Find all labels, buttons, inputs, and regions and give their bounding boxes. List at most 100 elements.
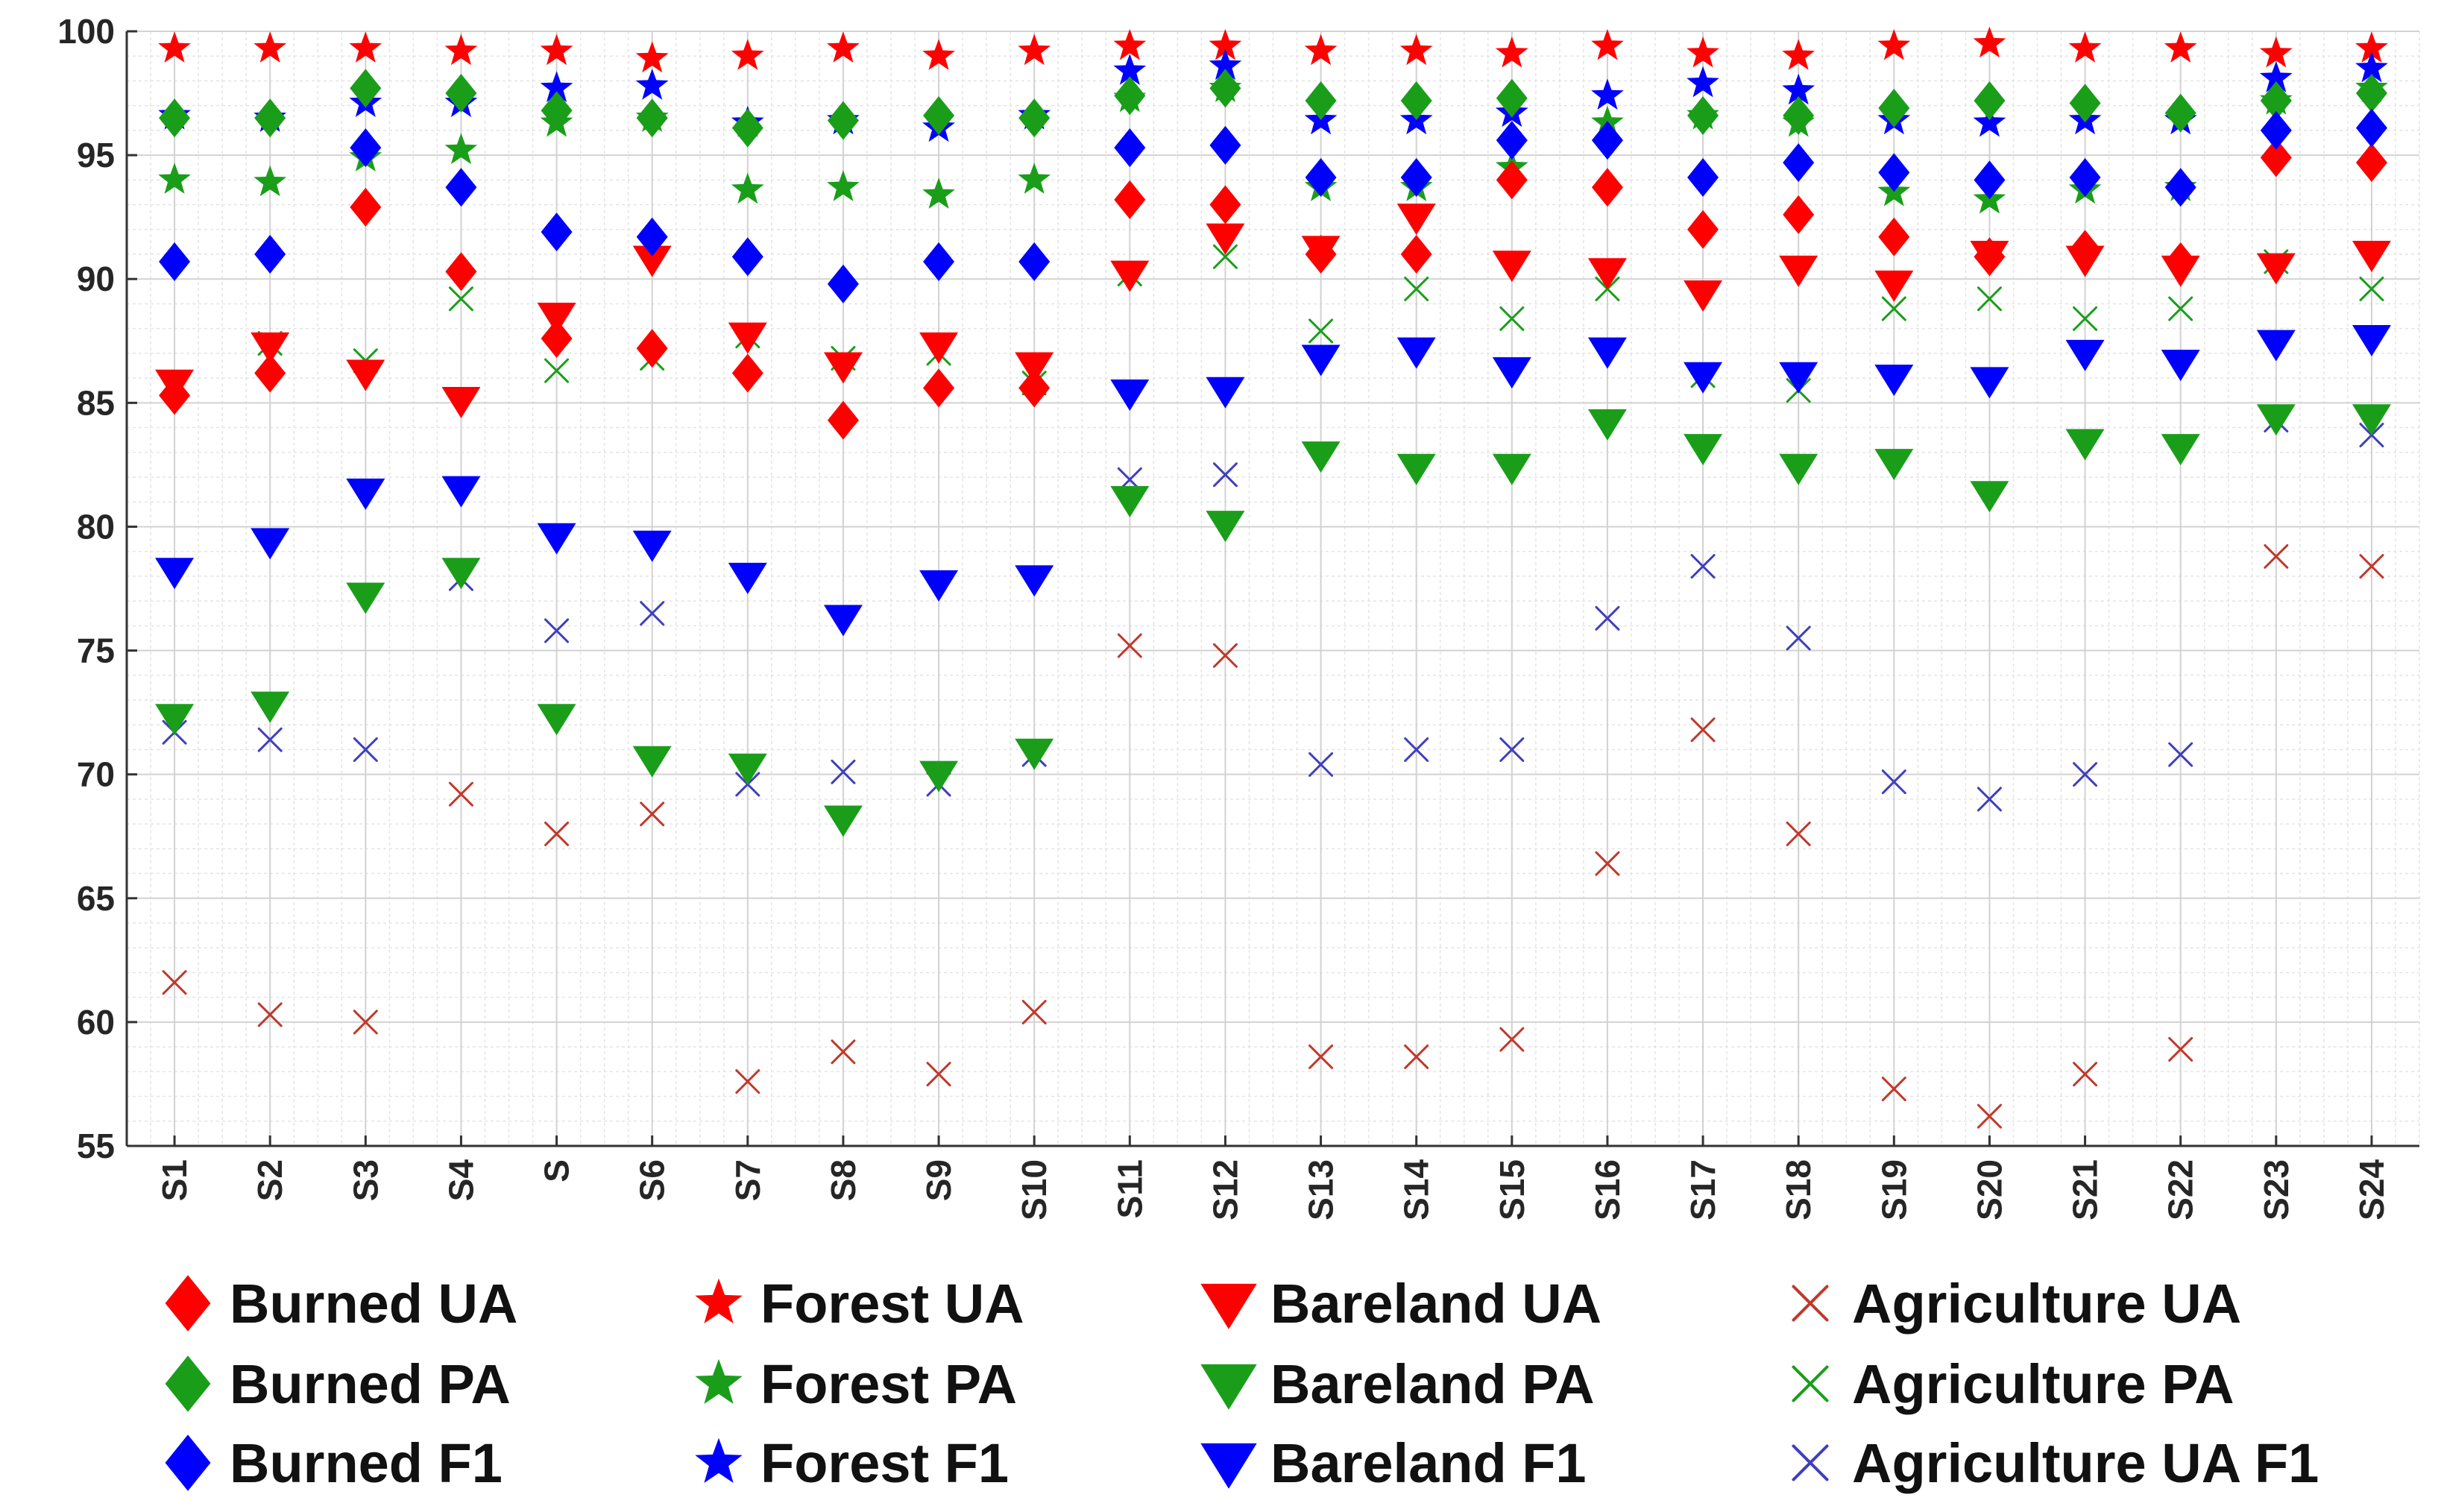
point-burned-pa-s18 [1783, 95, 1815, 135]
point-burned-pa-s8 [827, 101, 859, 140]
point-forest-ua-s [540, 34, 573, 66]
point-burned-pa-s7 [731, 108, 763, 148]
point-agriculture-ua-f1-s19 [1881, 769, 1906, 795]
point-forest-f1-s11 [1113, 54, 1147, 85]
point-agriculture-ua-f1-s15 [1499, 737, 1525, 762]
legend-label-agriculture-ua-f1: Agriculture UA F1 [1852, 1432, 2319, 1494]
point-bareland-f1-s1 [155, 558, 195, 590]
point-forest-f1-s23 [2259, 61, 2293, 92]
point-forest-pa-s8 [827, 170, 860, 201]
series-agriculture-ua-f1 [162, 408, 2384, 812]
point-bareland-pa-s9 [919, 760, 959, 793]
point-burned-ua-s17 [1687, 210, 1719, 249]
point-forest-f1-s12 [1209, 48, 1242, 81]
data-marks [155, 26, 2391, 1129]
point-forest-ua-s18 [1782, 39, 1815, 70]
point-burned-f1-s12 [1209, 125, 1241, 165]
point-forest-f1-s17 [1686, 66, 1719, 98]
point-forest-f1-s18 [1782, 73, 1815, 105]
point-burned-pa-s [541, 91, 573, 130]
point-agriculture-ua-f1-s8 [831, 759, 856, 784]
point-burned-f1-s3 [350, 128, 382, 168]
axes: 55 60 65 70 75 80 85 90 95 100 S1 S2 S3 S4 S S6 S7 S8 S9 S1… [57, 12, 2419, 1220]
point-burned-f1-s7 [731, 237, 763, 277]
legend-marker-burned-ua [165, 1275, 211, 1332]
point-burned-ua-s19 [1878, 217, 1910, 256]
point-bareland-ua-s7 [728, 322, 767, 354]
point-agriculture-pa-s [544, 358, 570, 383]
point-bareland-f1-s21 [2065, 339, 2105, 371]
x-tick-label-s8: S8 [824, 1159, 863, 1201]
point-bareland-ua-s [537, 303, 576, 335]
point-bareland-ua-s19 [1874, 270, 1914, 302]
point-forest-pa-s2 [253, 165, 287, 197]
point-burned-pa-s10 [1018, 98, 1051, 138]
point-bareland-f1-s14 [1396, 337, 1436, 369]
point-bareland-ua-s11 [1110, 260, 1150, 292]
point-burned-f1-s17 [1687, 158, 1719, 198]
series-burned-ua [159, 138, 2387, 440]
point-agriculture-ua-s4 [448, 781, 473, 807]
legend-item-forest-pa: Forest PA [695, 1353, 1017, 1415]
point-agriculture-ua-s11 [1117, 633, 1142, 658]
point-bareland-f1-s23 [2256, 330, 2296, 362]
point-burned-f1-s21 [2069, 158, 2101, 198]
point-agriculture-ua-s19 [1881, 1077, 1906, 1102]
point-bareland-pa-s23 [2256, 404, 2296, 436]
point-burned-pa-s21 [2069, 84, 2101, 123]
point-bareland-f1-s24 [2352, 324, 2391, 356]
point-bareland-ua-s23 [2256, 253, 2296, 285]
point-burned-ua-s8 [827, 400, 859, 440]
point-agriculture-ua-s22 [2168, 1036, 2193, 1062]
point-burned-f1-s23 [2260, 110, 2292, 150]
y-tick-label: 90 [77, 259, 115, 298]
point-bareland-ua-s2 [251, 332, 290, 364]
x-tick-label-s15: S15 [1493, 1159, 1531, 1220]
point-agriculture-ua-f1-s [544, 618, 570, 643]
legend-marker-bareland-pa [1200, 1364, 1257, 1410]
grid [126, 31, 2420, 1147]
point-forest-ua-s20 [1973, 26, 2006, 58]
point-agriculture-ua-f1-s18 [1786, 626, 1811, 651]
point-bareland-f1-s18 [1779, 362, 1818, 394]
point-burned-pa-s9 [923, 95, 955, 135]
point-bareland-f1-s15 [1492, 357, 1531, 389]
x-tick-label-s18: S18 [1779, 1159, 1818, 1220]
point-forest-ua-s16 [1591, 28, 1624, 60]
point-burned-ua-s2 [254, 353, 286, 393]
point-agriculture-pa-s20 [1977, 286, 2002, 312]
point-burned-f1-s13 [1305, 158, 1337, 198]
x-tick-label-s11: S11 [1110, 1159, 1149, 1218]
x-tick-label-s17: S17 [1684, 1159, 1722, 1220]
point-bareland-pa-s3 [346, 582, 385, 614]
point-bareland-pa-s4 [441, 558, 481, 590]
point-bareland-f1-s22 [2161, 350, 2200, 382]
point-burned-pa-s2 [254, 98, 286, 138]
legend-item-burned-f1: Burned F1 [165, 1432, 503, 1494]
point-burned-pa-s17 [1687, 95, 1719, 135]
legend-marker-bareland-f1 [1200, 1443, 1257, 1489]
point-burned-f1-s8 [827, 264, 859, 303]
legend-marker-bareland-ua [1200, 1283, 1257, 1329]
point-forest-ua-s8 [827, 31, 860, 63]
point-burned-pa-s11 [1114, 76, 1146, 116]
point-burned-ua-s24 [2355, 143, 2387, 183]
point-bareland-f1-s4 [441, 476, 481, 508]
x-tick-label-s19: S19 [1874, 1159, 1913, 1220]
point-burned-ua-s13 [1305, 235, 1337, 274]
point-bareland-ua-s8 [823, 352, 863, 384]
point-forest-ua-s22 [2164, 31, 2197, 63]
x-tick-label-s1: S1 [155, 1159, 194, 1201]
point-bareland-f1-s19 [1874, 365, 1914, 397]
point-burned-pa-s12 [1209, 69, 1241, 108]
point-burned-pa-s4 [445, 74, 477, 113]
point-bareland-pa-s15 [1492, 453, 1531, 485]
series-bareland-f1 [155, 324, 2391, 637]
point-bareland-ua-s17 [1684, 280, 1723, 312]
point-agriculture-ua-f1-s14 [1404, 737, 1429, 762]
point-agriculture-pa-s12 [1212, 244, 1238, 269]
point-bareland-ua-s4 [441, 387, 481, 419]
x-tick-label-s22: S22 [2161, 1159, 2200, 1220]
point-forest-ua-s15 [1495, 36, 1528, 68]
point-agriculture-ua-s1 [162, 970, 187, 995]
